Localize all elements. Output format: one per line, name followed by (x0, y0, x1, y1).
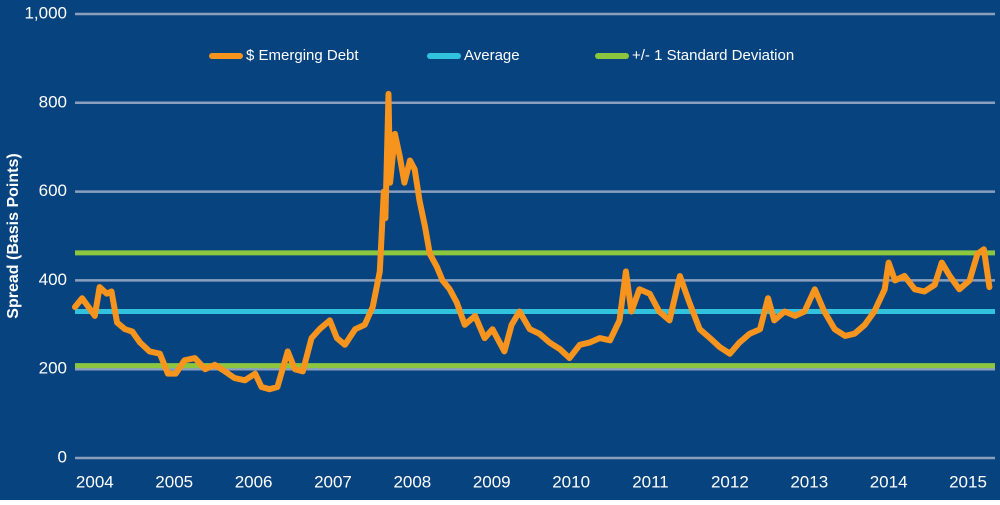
x-tick-label: 2005 (155, 472, 193, 491)
y-tick-label: 200 (39, 359, 67, 378)
x-tick-label: 2006 (235, 472, 273, 491)
legend-label: Average (464, 47, 520, 64)
y-tick-label: 1,000 (24, 3, 67, 22)
x-tick-label: 2004 (76, 472, 114, 491)
legend-label: +/- 1 Standard Deviation (632, 47, 794, 64)
x-tick-label: 2009 (473, 472, 511, 491)
legend-label: $ Emerging Debt (246, 47, 359, 64)
x-tick-label: 2011 (632, 472, 669, 491)
data-line (72, 90, 993, 393)
x-tick-label: 2008 (393, 472, 431, 491)
y-tick-label: 0 (58, 447, 67, 466)
y-axis-label: Spread (Basis Points) (5, 153, 22, 318)
x-tick-label: 2014 (870, 472, 908, 491)
x-tick-label: 2012 (711, 472, 749, 491)
y-tick-label: 400 (39, 270, 67, 289)
y-tick-label: 600 (39, 181, 67, 200)
x-tick-label: 2013 (790, 472, 828, 491)
y-tick-label: 800 (39, 92, 67, 111)
x-tick-label: 2010 (552, 472, 590, 491)
x-tick-label: 2007 (314, 472, 352, 491)
x-tick-label: 2015 (949, 472, 987, 491)
